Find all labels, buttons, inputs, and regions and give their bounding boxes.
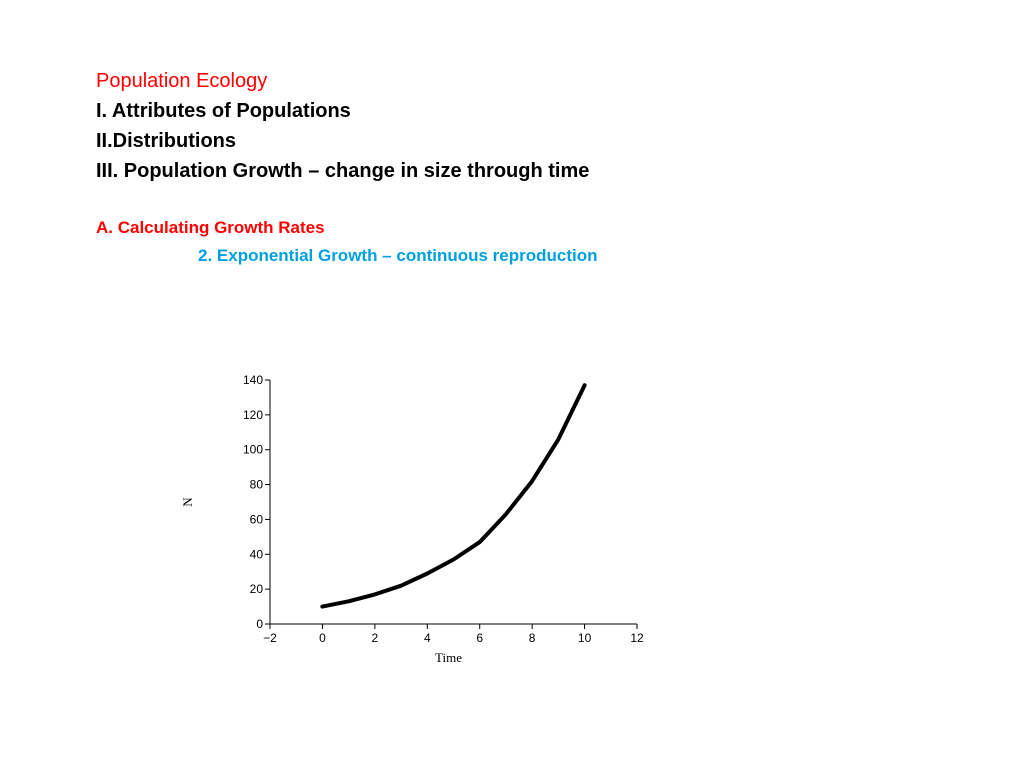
subsection-subheading: 2. Exponential Growth – continuous repro… <box>198 246 598 265</box>
y-tick-label: 0 <box>256 617 263 631</box>
subsection-heading: A. Calculating Growth Rates <box>96 218 325 237</box>
y-tick-label: 20 <box>250 582 264 596</box>
y-tick-label: 120 <box>243 408 263 422</box>
y-tick-label: 80 <box>250 478 264 492</box>
x-tick-label: 6 <box>476 631 483 645</box>
x-tick-label: 4 <box>424 631 431 645</box>
x-tick-label: −2 <box>263 631 277 645</box>
y-tick-label: 140 <box>243 373 263 387</box>
slide-title: Population Ecology <box>96 70 268 92</box>
y-tick-label: 40 <box>250 547 264 561</box>
series-line-0 <box>320 383 587 609</box>
outline-item-distributions: II.Distributions <box>96 130 236 152</box>
y-tick-label: 100 <box>243 443 263 457</box>
chart-series <box>320 383 587 609</box>
x-tick-label: 0 <box>319 631 326 645</box>
x-tick-label: 10 <box>578 631 592 645</box>
x-axis-label: Time <box>435 650 462 665</box>
slide-text-block: Population Ecology I. Attributes of Popu… <box>96 66 916 186</box>
y-tick-label: 60 <box>250 512 264 526</box>
y-axis-label: N <box>180 497 195 507</box>
outline-item-population-growth: III. Population Growth – change in size … <box>96 160 590 182</box>
x-tick-label: 8 <box>529 631 536 645</box>
chart-axes <box>269 380 637 625</box>
x-tick-label: 2 <box>372 631 379 645</box>
x-tick-label: 12 <box>630 631 644 645</box>
outline-item-attributes: I. Attributes of Populations <box>96 100 351 122</box>
